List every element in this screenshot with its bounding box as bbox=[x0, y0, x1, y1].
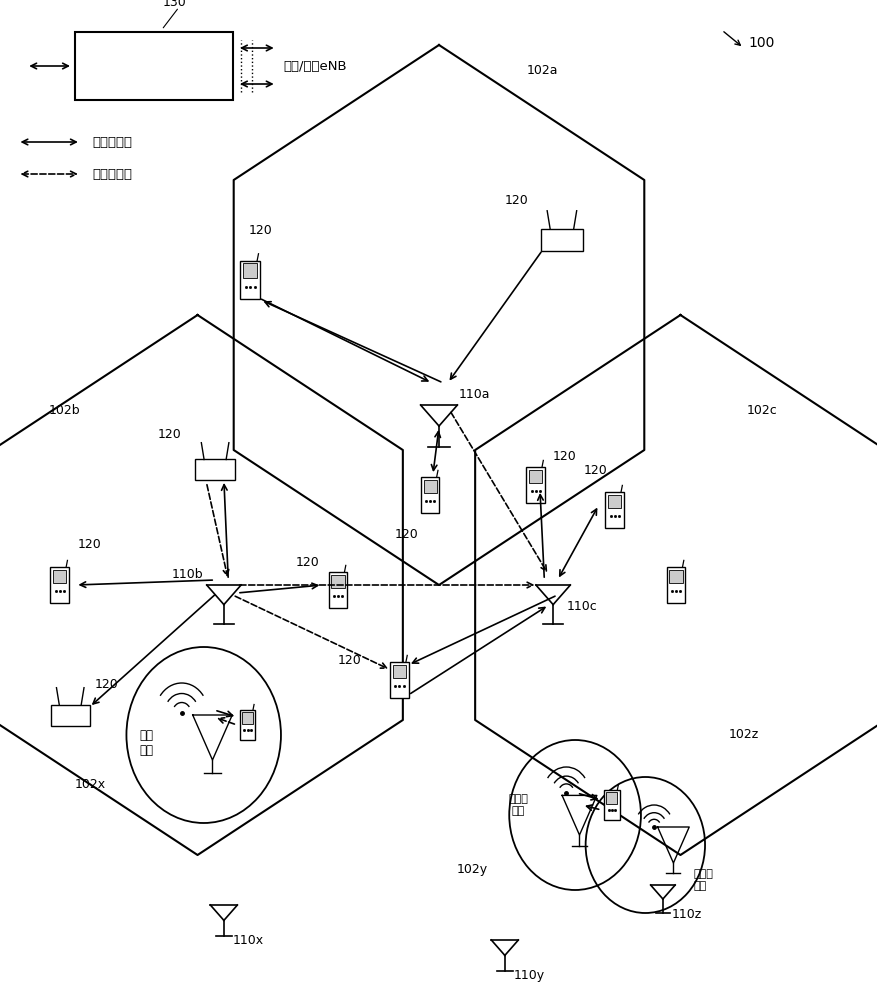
Text: 102a: 102a bbox=[526, 64, 558, 77]
FancyBboxPatch shape bbox=[53, 570, 67, 583]
FancyBboxPatch shape bbox=[389, 662, 409, 698]
Text: 102b: 102b bbox=[48, 403, 80, 416]
Text: 微微
小区: 微微 小区 bbox=[139, 729, 153, 757]
Text: 120: 120 bbox=[583, 464, 607, 477]
Text: 毫微微
小区: 毫微微 小区 bbox=[693, 869, 713, 891]
Text: 去往/来自eNB: 去往/来自eNB bbox=[283, 60, 346, 73]
FancyBboxPatch shape bbox=[668, 570, 682, 583]
FancyBboxPatch shape bbox=[242, 712, 253, 724]
Text: 102z: 102z bbox=[728, 728, 758, 742]
FancyBboxPatch shape bbox=[51, 704, 89, 726]
FancyBboxPatch shape bbox=[329, 572, 347, 608]
FancyBboxPatch shape bbox=[540, 229, 582, 251]
Text: 120: 120 bbox=[95, 679, 118, 692]
FancyBboxPatch shape bbox=[605, 492, 623, 528]
Text: 110c: 110c bbox=[566, 600, 596, 614]
Text: 110a: 110a bbox=[458, 388, 489, 401]
FancyBboxPatch shape bbox=[243, 263, 257, 278]
Text: 102y: 102y bbox=[456, 863, 487, 876]
FancyBboxPatch shape bbox=[421, 477, 438, 513]
FancyBboxPatch shape bbox=[196, 459, 234, 480]
Text: 网络控制器: 网络控制器 bbox=[132, 59, 175, 73]
FancyBboxPatch shape bbox=[526, 467, 544, 503]
Text: 130: 130 bbox=[163, 0, 187, 8]
FancyBboxPatch shape bbox=[607, 495, 621, 508]
FancyBboxPatch shape bbox=[75, 32, 232, 100]
FancyBboxPatch shape bbox=[606, 792, 617, 804]
Text: 102c: 102c bbox=[745, 403, 776, 416]
FancyBboxPatch shape bbox=[331, 575, 345, 588]
Text: 120: 120 bbox=[338, 654, 361, 666]
Text: 110y: 110y bbox=[513, 968, 544, 982]
Text: 120: 120 bbox=[504, 194, 528, 207]
FancyBboxPatch shape bbox=[392, 665, 406, 678]
FancyBboxPatch shape bbox=[51, 567, 69, 603]
Text: 110z: 110z bbox=[671, 908, 701, 922]
FancyBboxPatch shape bbox=[667, 567, 685, 603]
Text: 120: 120 bbox=[395, 528, 418, 542]
Text: 102x: 102x bbox=[75, 778, 105, 792]
FancyBboxPatch shape bbox=[423, 480, 437, 493]
Text: 120: 120 bbox=[77, 538, 101, 552]
Text: 110x: 110x bbox=[232, 934, 263, 946]
FancyBboxPatch shape bbox=[240, 261, 260, 299]
Text: 120: 120 bbox=[248, 224, 272, 236]
Text: 100: 100 bbox=[747, 36, 774, 50]
Text: 毫微微
小区: 毫微微 小区 bbox=[508, 794, 527, 816]
FancyBboxPatch shape bbox=[239, 710, 255, 740]
FancyBboxPatch shape bbox=[528, 470, 542, 483]
Text: 期望的传输: 期望的传输 bbox=[92, 135, 132, 148]
Text: 120: 120 bbox=[553, 450, 576, 464]
Text: 120: 120 bbox=[296, 556, 319, 568]
Text: 120: 120 bbox=[158, 428, 182, 441]
FancyBboxPatch shape bbox=[603, 790, 619, 820]
Text: 干扰性传输: 干扰性传输 bbox=[92, 167, 132, 180]
Text: 110b: 110b bbox=[171, 568, 203, 582]
